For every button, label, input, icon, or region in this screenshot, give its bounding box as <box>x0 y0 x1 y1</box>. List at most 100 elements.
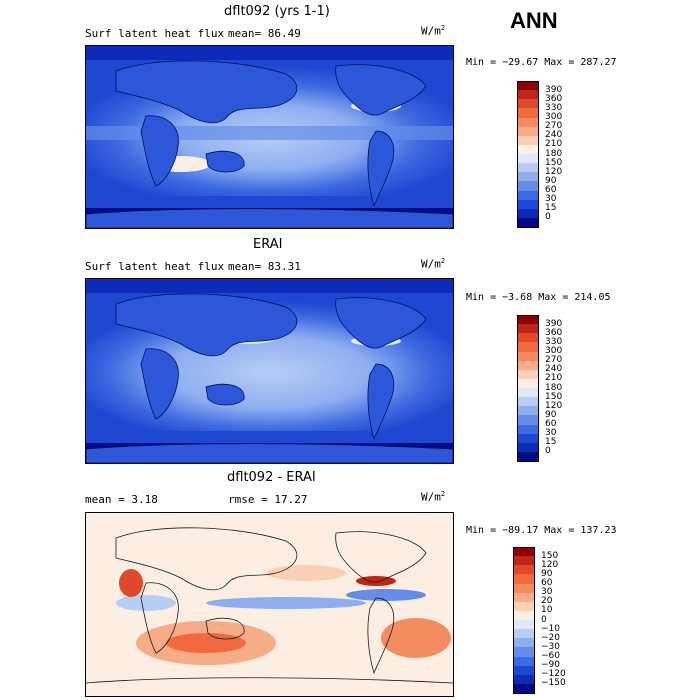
panel1-colorbar-swatch <box>517 135 539 146</box>
panel1-minmax: Min = −29.67 Max = 287.27 <box>466 57 617 68</box>
panel1-units: W/m2 <box>421 24 446 38</box>
panel1-map <box>85 45 454 229</box>
panel3-colorbar-swatch <box>513 665 535 676</box>
panel2-colorbar-label: 120 <box>545 400 563 411</box>
panel2-title: ERAI <box>253 237 283 252</box>
panel1-colorbar-label: 240 <box>545 130 563 141</box>
panel2-minmax: Min = −3.68 Max = 214.05 <box>466 292 611 303</box>
panel3-colorbar-label: 150 <box>541 550 559 561</box>
panel3-colorbar-label: 60 <box>541 578 553 588</box>
panel2-units: W/m2 <box>421 257 446 271</box>
panel2-colorbar-swatch <box>517 324 539 334</box>
panel3-colorbar-swatch <box>513 592 535 603</box>
panel2-colorbar-swatch <box>517 378 539 389</box>
panel3-rmse: rmse = 17.27 <box>228 493 308 506</box>
panel2-colorbar: 390 360 330 300 270 240 210 180 150 120 90 60 30 15 0 <box>517 315 577 462</box>
panel3-colorbar-swatch <box>513 601 535 612</box>
panel1-colorbar-swatch <box>517 99 539 109</box>
panel1-colorbar-swatch <box>517 117 539 128</box>
panel2-colorbar-swatch <box>517 342 539 352</box>
panel1-colorbar-swatch <box>517 199 539 210</box>
panel2-map <box>85 278 454 464</box>
panel3-map <box>85 512 454 697</box>
panel2-colorbar-label: 360 <box>545 327 563 338</box>
panel2-colorbar-label: 300 <box>545 346 563 356</box>
panel3-colorbar-swatch <box>513 638 535 648</box>
panel2-colorbar-swatch <box>517 424 539 435</box>
panel2-colorbar-swatch <box>517 315 539 325</box>
panel2-colorbar-label: 390 <box>545 318 563 329</box>
panel2-colorbar-swatch <box>517 369 539 380</box>
panel1-colorbar-label: 210 <box>545 139 563 150</box>
panel2-colorbar-label: 15 <box>545 437 557 448</box>
panel1-colorbar-swatch <box>517 90 539 100</box>
panel3-colorbar-swatch <box>513 620 535 630</box>
panel3-colorbar-label: 90 <box>541 568 553 579</box>
panel1-colorbar-swatch <box>517 208 539 219</box>
panel1-mean: mean= 86.49 <box>228 27 301 40</box>
panel3-colorbar-label: −20 <box>541 632 560 643</box>
panel3-colorbar: 150 120 90 60 30 20 10 0 −10 −20 −30 −60 −90 −120 −150 <box>513 547 573 694</box>
panel2-colorbar-swatch <box>517 451 539 462</box>
panel1-colorbar-swatch <box>517 172 539 182</box>
panel1-colorbar-label: 60 <box>545 185 557 195</box>
panel3-colorbar-swatch <box>513 683 535 694</box>
panel2-variable: Surf latent heat flux <box>85 260 225 273</box>
panel3-colorbar-label: −90 <box>541 660 560 671</box>
panel1-colorbar-label: 300 <box>545 112 563 122</box>
panel2-colorbar-label: 0 <box>545 446 551 457</box>
panel2-colorbar-swatch <box>517 388 539 398</box>
panel3-title: dflt092 - ERAI <box>227 470 316 485</box>
panel1-colorbar-swatch <box>517 126 539 137</box>
panel2-colorbar-swatch <box>517 406 539 416</box>
panel1-colorbar-label: 180 <box>545 148 563 159</box>
panel3-colorbar-label: −10 <box>541 623 560 634</box>
panel1-colorbar-label: 30 <box>545 194 557 205</box>
panel3-colorbar-swatch <box>513 556 535 566</box>
panel2-colorbar-label: 90 <box>545 409 557 420</box>
panel1-colorbar-swatch <box>517 144 539 155</box>
panel1-colorbar-swatch <box>517 190 539 201</box>
panel1-title: dflt092 (yrs 1-1) <box>224 4 330 19</box>
panel3-colorbar-swatch <box>513 674 535 685</box>
panel3-colorbar-label: 20 <box>541 596 553 607</box>
panel3-colorbar-swatch <box>513 574 535 584</box>
panel3-mean: mean = 3.18 <box>85 493 158 506</box>
panel3-colorbar-swatch <box>513 656 535 667</box>
panel3-colorbar-label: 0 <box>541 614 547 625</box>
panel1-colorbar-swatch <box>517 217 539 228</box>
panel3-colorbar-label: −150 <box>541 678 566 689</box>
panel1-colorbar-label: 15 <box>545 203 557 214</box>
panel1-colorbar-label: 390 <box>545 84 563 95</box>
panel2-colorbar-label: 180 <box>545 382 563 393</box>
panel2-colorbar-label: 60 <box>545 419 557 429</box>
panel3-colorbar-label: 30 <box>541 587 553 598</box>
panel2-colorbar-swatch <box>517 360 539 371</box>
panel2-colorbar-swatch <box>517 397 539 407</box>
panel3-colorbar-swatch <box>513 583 535 594</box>
panel2-colorbar-swatch <box>517 351 539 362</box>
panel1-colorbar-label: 330 <box>545 102 563 113</box>
panel2-colorbar-swatch <box>517 433 539 444</box>
season-label: ANN <box>510 8 558 33</box>
panel2-colorbar-label: 210 <box>545 373 563 384</box>
panel3-minmax: Min = −89.17 Max = 137.23 <box>466 525 617 536</box>
panel2-mean: mean= 83.31 <box>228 260 301 273</box>
panel3-colorbar-swatch <box>513 547 535 557</box>
panel3-colorbar-label: −120 <box>541 669 566 680</box>
panel2-colorbar-swatch <box>517 442 539 453</box>
panel3-colorbar-swatch <box>513 610 535 621</box>
panel3-colorbar-label: −60 <box>541 651 560 661</box>
panel3-colorbar-label: 120 <box>541 559 559 570</box>
panel3-colorbar-label: 10 <box>541 605 553 616</box>
panel2-colorbar-swatch <box>517 415 539 425</box>
panel1-variable: Surf latent heat flux <box>85 27 225 40</box>
panel1-colorbar-label: 270 <box>545 121 563 132</box>
panel3-colorbar-label: −30 <box>541 641 560 652</box>
panel1-colorbar-label: 150 <box>545 157 563 168</box>
panel1-colorbar: 390 360 330 300 270 240 210 180 150 120 90 60 30 15 0 <box>517 81 577 228</box>
panel1-colorbar-label: 0 <box>545 212 551 223</box>
panel1-colorbar-swatch <box>517 163 539 173</box>
panel2-colorbar-label: 270 <box>545 355 563 366</box>
panel2-colorbar-label: 330 <box>545 336 563 347</box>
